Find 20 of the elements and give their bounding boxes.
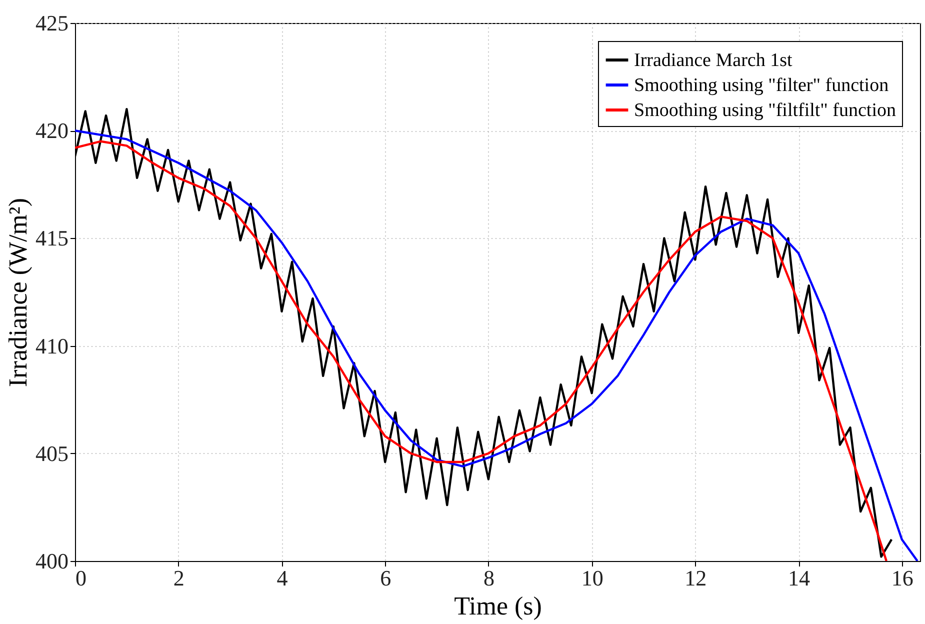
legend-label: Smoothing using "filter" function bbox=[634, 75, 890, 96]
x-tick-label: 0 bbox=[76, 566, 86, 590]
x-tick-label: 4 bbox=[276, 566, 288, 590]
x-tick-label: 16 bbox=[891, 566, 914, 590]
x-axis-title: Time (s) bbox=[454, 592, 542, 620]
x-tick-label: 10 bbox=[581, 566, 604, 590]
legend-label: Irradiance March 1st bbox=[634, 50, 793, 71]
y-tick-label: 415 bbox=[36, 226, 68, 251]
y-axis-title: Irradiance (W/m²) bbox=[4, 198, 32, 387]
legend-label: Smoothing using "filtfilt" function bbox=[634, 100, 896, 121]
x-tick-label: 6 bbox=[380, 566, 392, 590]
y-tick-label: 420 bbox=[36, 118, 68, 144]
x-tick-label: 14 bbox=[788, 566, 810, 590]
y-tick-label: 410 bbox=[36, 333, 68, 358]
y-tick-label: 405 bbox=[36, 440, 68, 466]
x-tick-label: 2 bbox=[173, 566, 184, 590]
y-tick-label: 400 bbox=[36, 548, 68, 574]
y-tick-label: 425 bbox=[36, 10, 68, 36]
x-tick-label: 8 bbox=[483, 566, 494, 590]
x-tick-label: 12 bbox=[684, 566, 707, 590]
